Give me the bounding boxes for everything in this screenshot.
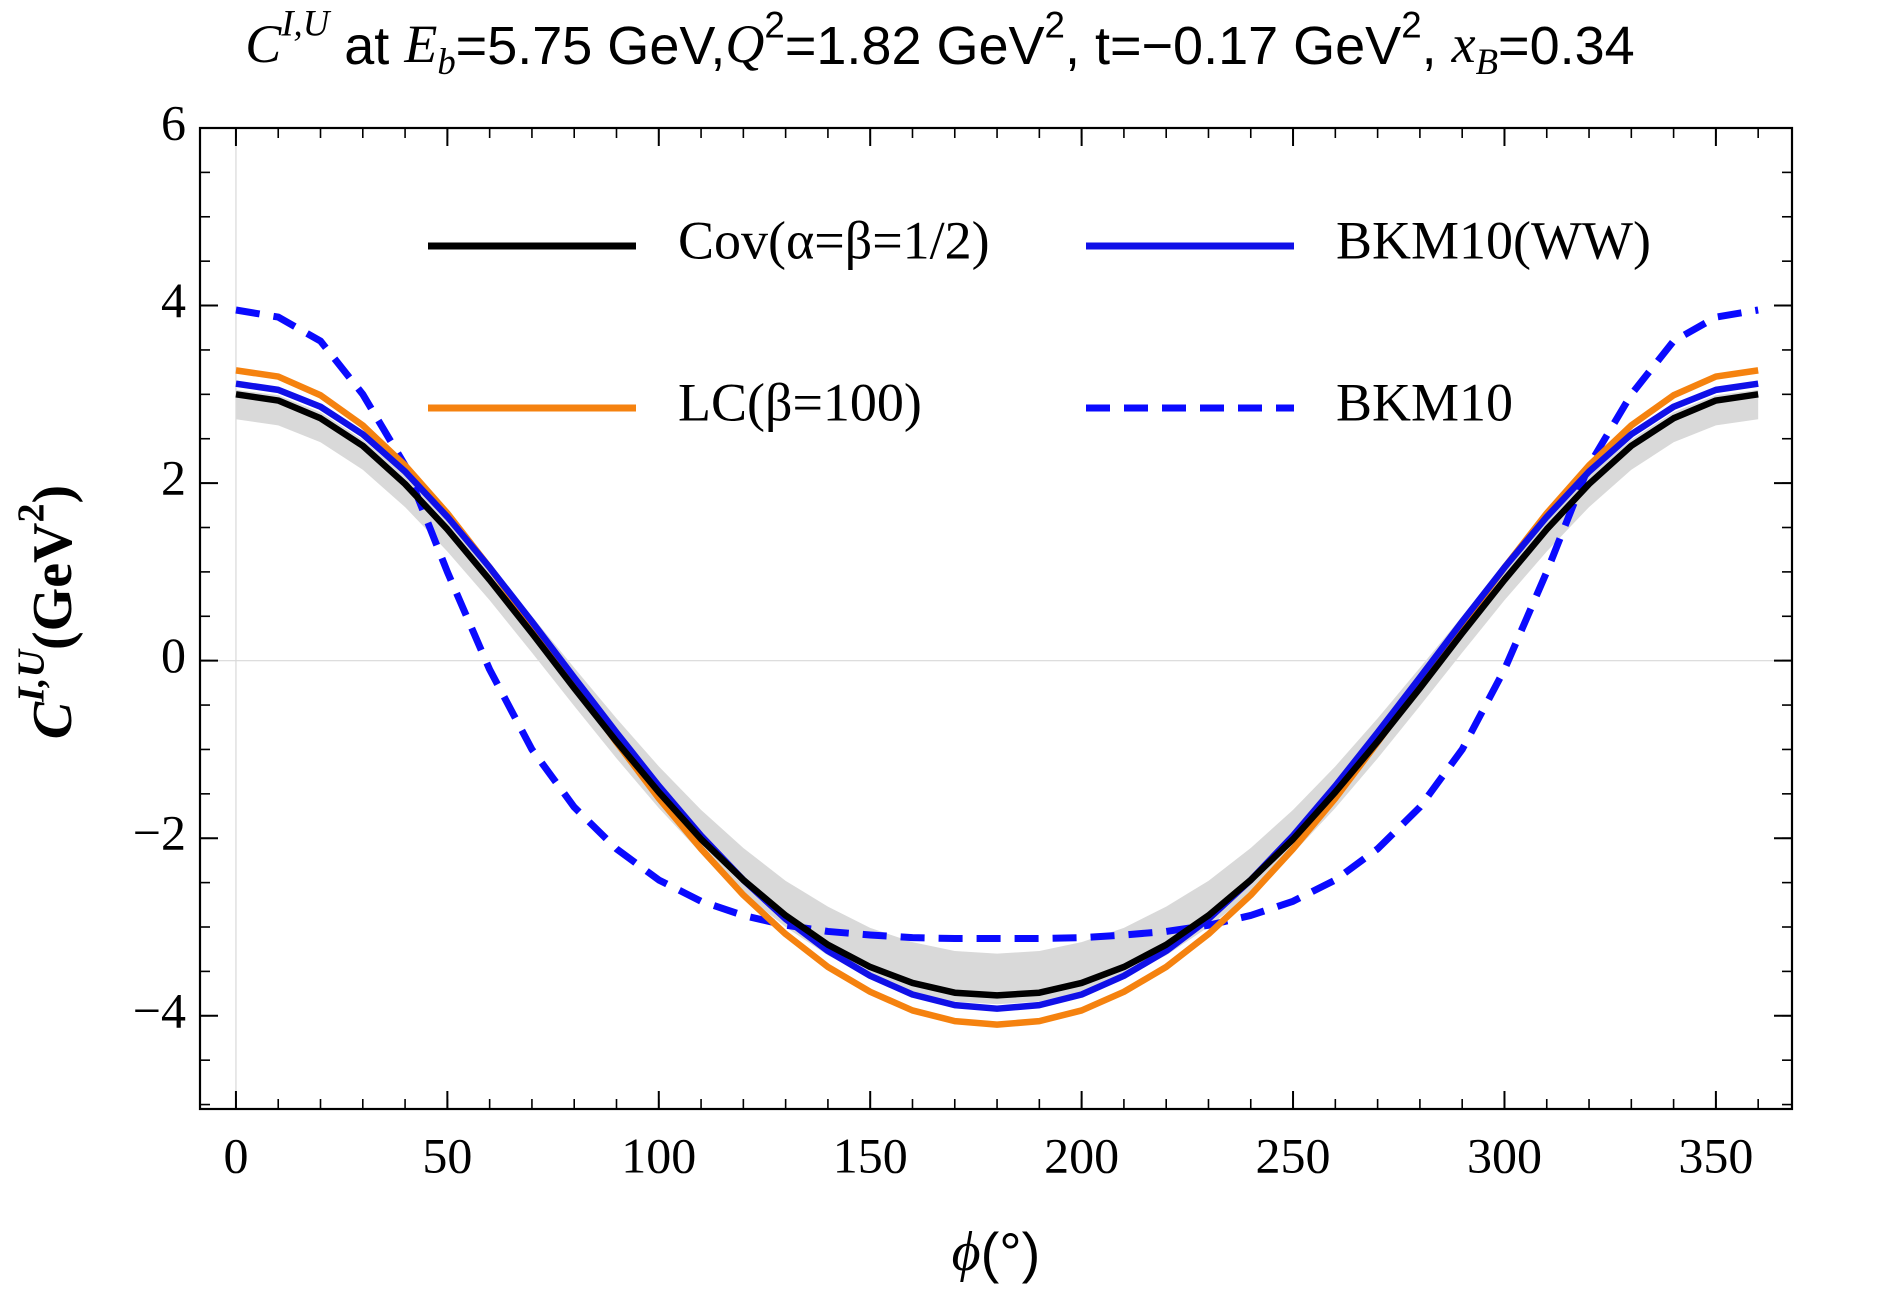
text-run: B [1476, 42, 1498, 83]
y-tick-label: −2 [133, 805, 186, 861]
x-tick-label: 200 [1044, 1127, 1119, 1183]
text-run: , [1422, 16, 1452, 76]
legend-label: BKM10 [1336, 372, 1513, 432]
legend-label: LC(β=100) [678, 372, 922, 432]
text-run: C [245, 14, 282, 74]
text-run: ϕ [952, 1221, 981, 1283]
series-line [235, 391, 1759, 999]
uncertainty-band [235, 389, 1759, 1005]
text-run: b [437, 42, 455, 83]
y-axis-label: CI,U(GeV2) [10, 485, 84, 739]
text-run: (GeV [22, 522, 84, 650]
text-run: x [1451, 14, 1476, 74]
text-run: =5.75 GeV, [456, 16, 726, 76]
text-run: 2 [1401, 4, 1421, 45]
x-tick-label: 250 [1256, 1127, 1331, 1183]
text-run: I,U [280, 3, 331, 44]
y-tick-label: 0 [161, 627, 186, 683]
text-run: ) [22, 485, 84, 504]
text-run: E [403, 14, 437, 74]
text-run: , t=−0.17 GeV [1065, 16, 1401, 76]
x-tick-label: 150 [833, 1127, 908, 1183]
legend-label: Cov(α=β=1/2) [678, 210, 990, 270]
series-line [235, 367, 1759, 1028]
x-tick-label: 50 [422, 1127, 472, 1183]
y-tick-label: 6 [161, 94, 186, 150]
x-tick-label: 100 [621, 1127, 696, 1183]
chart-title: CI,U at Eb=5.75 GeV,Q2=1.82 GeV2, t=−0.1… [245, 3, 1634, 83]
x-tick-label: 0 [223, 1127, 248, 1183]
y-tick-label: 2 [161, 450, 186, 506]
text-run: =1.82 GeV [785, 16, 1045, 76]
text-run: 2 [1045, 4, 1065, 45]
text-run: 2 [10, 503, 52, 522]
series-line [235, 380, 1759, 1012]
text-run: I,U [10, 648, 52, 703]
text-run: Q [725, 14, 764, 74]
text-run: (°) [981, 1221, 1041, 1284]
text-run: =0.34 [1498, 16, 1635, 76]
x-tick-label: 300 [1467, 1127, 1542, 1183]
y-tick-label: −4 [133, 982, 186, 1038]
text-run: C [22, 701, 84, 739]
x-tick-label: 350 [1678, 1127, 1753, 1183]
x-axis-label: ϕ(°) [952, 1221, 1041, 1284]
series-line [235, 306, 1759, 943]
text-run: at [329, 16, 404, 76]
legend-label: BKM10(WW) [1336, 210, 1651, 270]
y-tick-label: 4 [161, 272, 186, 328]
text-run: 2 [764, 4, 784, 45]
plot-frame [198, 126, 1794, 1111]
